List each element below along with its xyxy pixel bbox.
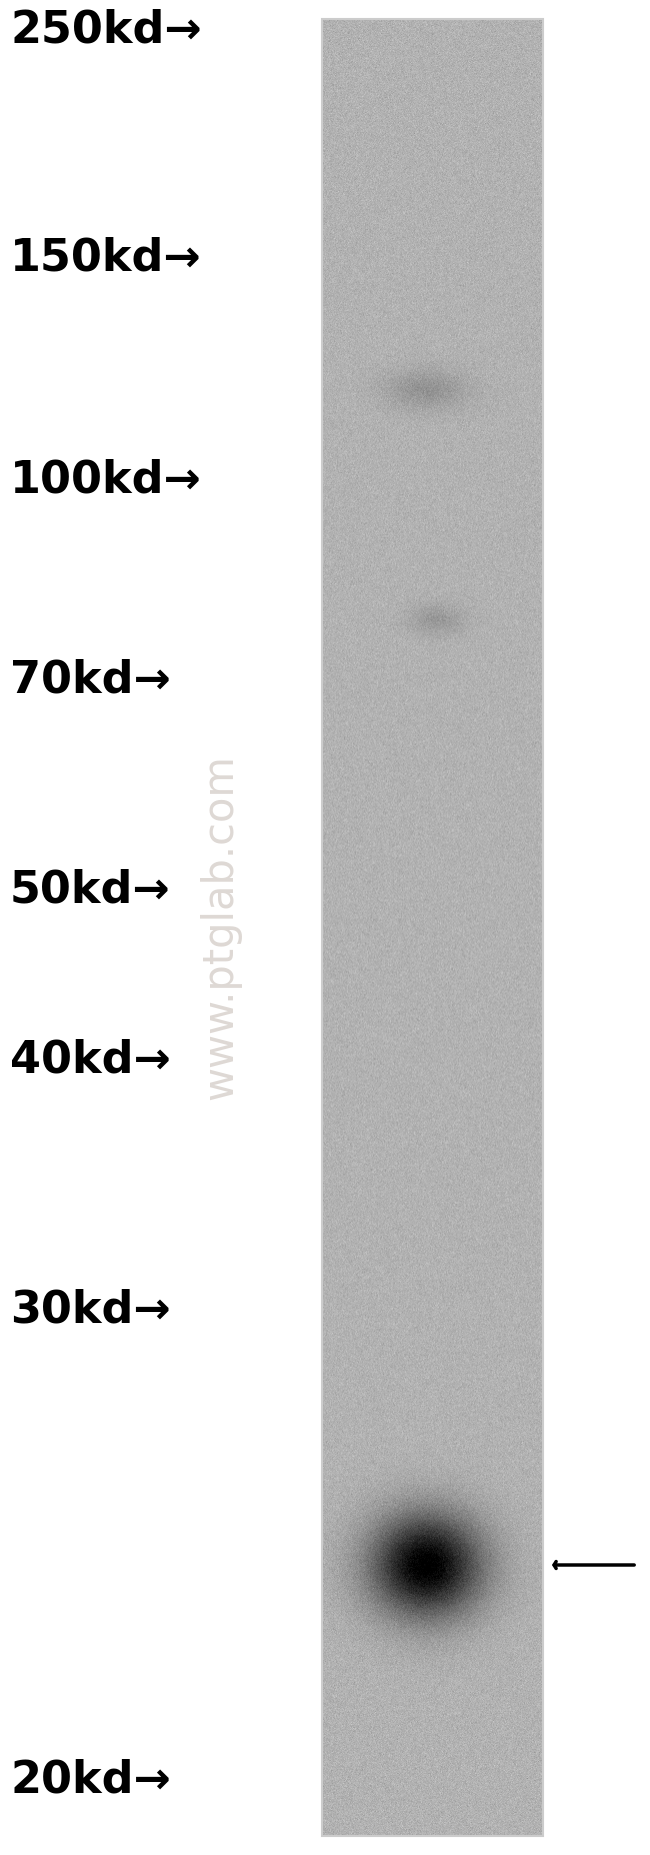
Text: 40kd→: 40kd→ — [10, 1039, 171, 1081]
Text: 30kd→: 30kd→ — [10, 1289, 170, 1332]
Text: 70kd→: 70kd→ — [10, 659, 171, 701]
Text: 100kd→: 100kd→ — [10, 458, 202, 501]
Text: 20kd→: 20kd→ — [10, 1759, 171, 1801]
Text: www.ptglab.com: www.ptglab.com — [199, 755, 241, 1100]
Text: 250kd→: 250kd→ — [10, 9, 202, 52]
Text: 150kd→: 150kd→ — [10, 236, 202, 280]
Bar — [322, 19, 543, 1836]
Text: 50kd→: 50kd→ — [10, 868, 170, 911]
